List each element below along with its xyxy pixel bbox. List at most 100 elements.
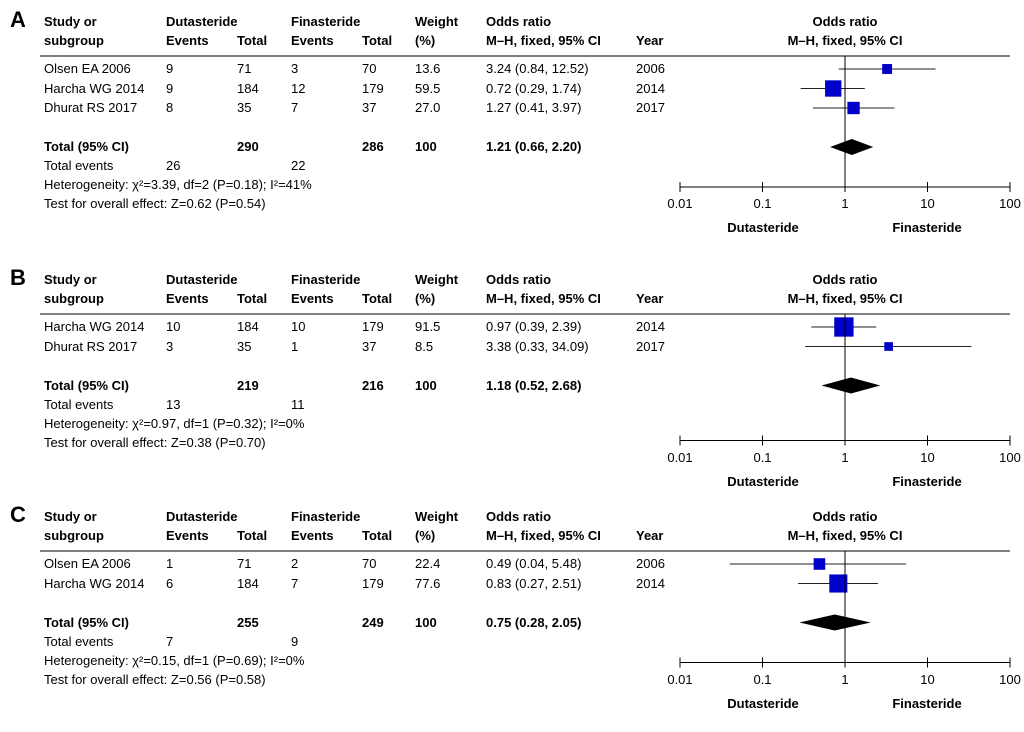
total-weight: 100 — [415, 139, 437, 154]
panel-a: A Study or subgroup Dutasteride Finasteride E… — [0, 0, 1024, 237]
header-year: Year — [636, 528, 664, 543]
x-label-left: Dutasteride — [727, 695, 799, 711]
total-finasteride: 37 — [362, 100, 377, 115]
header-events1: Events — [166, 528, 209, 543]
header-group1: Dutasteride — [166, 14, 238, 29]
header-group1: Dutasteride — [166, 509, 238, 524]
total-finasteride: 70 — [362, 61, 377, 76]
total-label: Total (95% CI) — [44, 614, 129, 630]
x-tick-label: 1 — [841, 196, 849, 211]
events-dutasteride: 3 — [166, 338, 174, 354]
x-tick-label: 100 — [999, 449, 1021, 465]
header-total2: Total — [362, 291, 393, 306]
events-finasteride: 7 — [291, 100, 299, 115]
odds-ratio-ci: 0.49 (0.04, 5.48) — [486, 556, 582, 571]
header-study: subgroup — [44, 528, 104, 543]
x-tick-label: 0.01 — [667, 671, 693, 687]
total-finasteride: 179 — [362, 575, 384, 591]
x-label-right: Finasteride — [892, 695, 962, 711]
weight: 27.0 — [415, 100, 441, 115]
total-n-finasteride: 249 — [362, 614, 384, 630]
total-finasteride: 70 — [362, 556, 377, 571]
forest-plot-svg — [40, 55, 1011, 192]
header-weight: (%) — [415, 33, 436, 48]
weight: 59.5 — [415, 80, 441, 96]
total-events-label: Total events — [44, 396, 114, 412]
total-n-dutasteride: 219 — [237, 377, 259, 393]
events-finasteride: 10 — [291, 319, 306, 334]
overall-effect: Test for overall effect: Z=0.62 (P=0.54) — [44, 196, 266, 211]
events-dutasteride: 10 — [166, 319, 181, 334]
total-odds-ratio-ci: 1.21 (0.66, 2.20) — [486, 139, 582, 154]
total-dutasteride: 71 — [237, 556, 252, 571]
forest-plot-svg — [40, 550, 1011, 668]
header-total1: Total — [237, 33, 268, 48]
header-events1: Events — [166, 291, 209, 306]
x-label-left: Dutasteride — [727, 473, 799, 489]
header-weight: Weight — [415, 14, 459, 29]
events-finasteride: 3 — [291, 61, 299, 76]
total-n-dutasteride: 290 — [237, 139, 259, 154]
total-finasteride: 179 — [362, 319, 384, 334]
header-plot: M–H, fixed, 95% CI — [787, 528, 903, 543]
pooled-diamond — [821, 377, 881, 394]
x-tick-label: 1 — [841, 449, 849, 465]
header-group2: Finasteride — [291, 14, 361, 29]
odds-ratio-ci: 0.97 (0.39, 2.39) — [486, 319, 582, 334]
total-finasteride: 37 — [362, 338, 377, 354]
header-weight: (%) — [415, 528, 436, 543]
panel-letter: C — [10, 502, 26, 527]
x-tick-label: 0.01 — [667, 196, 693, 211]
total-label: Total (95% CI) — [44, 139, 129, 154]
total-dutasteride: 35 — [237, 338, 252, 354]
study-marker — [825, 80, 842, 97]
odds-ratio-ci: 0.72 (0.29, 1.74) — [486, 80, 582, 96]
study-name: Harcha WG 2014 — [44, 319, 145, 334]
x-tick-label: 0.1 — [753, 671, 772, 687]
study-marker — [829, 574, 848, 593]
header-study: Study or — [44, 509, 97, 524]
study-name: Dhurat RS 2017 — [44, 100, 138, 115]
weight: 8.5 — [415, 338, 434, 354]
header-total2: Total — [362, 528, 393, 543]
x-label-right: Finasteride — [892, 220, 962, 235]
events-dutasteride: 9 — [166, 61, 174, 76]
year: 2006 — [636, 61, 665, 76]
total-weight: 100 — [415, 377, 437, 393]
study-marker — [882, 64, 893, 74]
study-marker — [847, 101, 860, 115]
header-weight: Weight — [415, 272, 459, 287]
heterogeneity: Heterogeneity: χ²=0.15, df=1 (P=0.69); I… — [44, 652, 305, 668]
total-n-finasteride: 286 — [362, 139, 384, 154]
header-year: Year — [636, 291, 664, 306]
panel-c: C Study or subgroup Dutasteride Finasteride E… — [0, 495, 1024, 732]
header-total1: Total — [237, 528, 268, 543]
header-study: subgroup — [44, 33, 104, 48]
panel-b: B Study or subgroup Dutasteride Finasteride E… — [0, 258, 1024, 495]
heterogeneity: Heterogeneity: χ²=3.39, df=2 (P=0.18); I… — [44, 177, 312, 192]
heterogeneity: Heterogeneity: χ²=0.97, df=1 (P=0.32); I… — [44, 415, 305, 431]
weight: 22.4 — [415, 556, 441, 571]
odds-ratio-ci: 0.83 (0.27, 2.51) — [486, 575, 582, 591]
header-group1: Dutasteride — [166, 272, 238, 287]
header-total1: Total — [237, 291, 268, 306]
header-year: Year — [636, 33, 664, 48]
header-study: Study or — [44, 14, 97, 29]
header-study: subgroup — [44, 291, 104, 306]
header-total2: Total — [362, 33, 393, 48]
header-or: Odds ratio — [486, 272, 552, 287]
total-dutasteride: 184 — [237, 319, 259, 334]
x-tick-label: 1 — [841, 671, 849, 687]
year: 2017 — [636, 100, 665, 115]
panel-letter: B — [10, 265, 26, 290]
x-tick-label: 100 — [999, 671, 1021, 687]
header-plot: Odds ratio — [812, 272, 878, 287]
header-or: Odds ratio — [486, 509, 552, 524]
total-n-finasteride: 216 — [362, 377, 384, 393]
x-tick-label: 0.01 — [667, 449, 693, 465]
total-odds-ratio-ci: 1.18 (0.52, 2.68) — [486, 377, 582, 393]
year: 2014 — [636, 80, 665, 96]
x-tick-label: 100 — [999, 196, 1021, 211]
weight: 91.5 — [415, 319, 441, 334]
events-finasteride: 2 — [291, 556, 299, 571]
